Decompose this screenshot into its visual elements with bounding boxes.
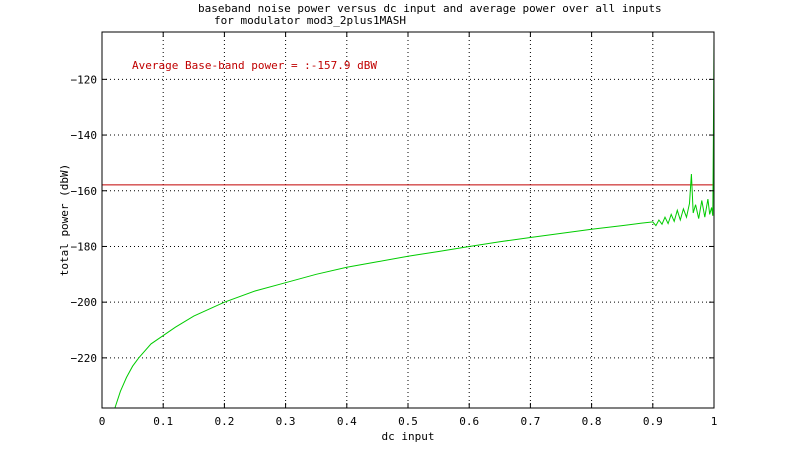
grid (102, 32, 714, 408)
y-tick-label: −140 (71, 129, 98, 142)
x-tick-label: 0 (99, 415, 106, 428)
chart-title-line-2: for modulator mod3_2plus1MASH (214, 14, 406, 27)
x-tick-label: 0.6 (459, 415, 479, 428)
x-tick-label: 0.1 (153, 415, 173, 428)
x-tick-label: 0.8 (582, 415, 602, 428)
noise-power-series-line (114, 37, 715, 409)
y-axis: −220 −200 −180 −160 −140 −120 (71, 73, 714, 365)
x-axis: 0 0.1 0.2 0.3 0.4 0.5 0.6 0.7 0.8 0.9 1 (99, 32, 718, 428)
x-tick-label: 0.7 (520, 415, 540, 428)
x-tick-label: 0.2 (214, 415, 234, 428)
x-tick-label: 1 (711, 415, 718, 428)
plot-area (102, 37, 715, 409)
average-power-annotation: Average Base-band power = :-157.9 dBW (132, 59, 377, 72)
chart-title-line-1: baseband noise power versus dc input and… (198, 2, 662, 15)
x-tick-label: 0.3 (276, 415, 296, 428)
x-tick-label: 0.9 (643, 415, 663, 428)
y-tick-label: −200 (71, 296, 98, 309)
x-axis-label: dc input (382, 430, 435, 443)
y-tick-label: −120 (71, 73, 98, 86)
x-tick-label: 0.5 (398, 415, 418, 428)
x-tick-label: 0.4 (337, 415, 357, 428)
y-tick-label: −180 (71, 240, 98, 253)
y-axis-label: total power (dbW) (58, 164, 71, 277)
y-tick-label: −160 (71, 185, 98, 198)
y-tick-label: −220 (71, 352, 98, 365)
